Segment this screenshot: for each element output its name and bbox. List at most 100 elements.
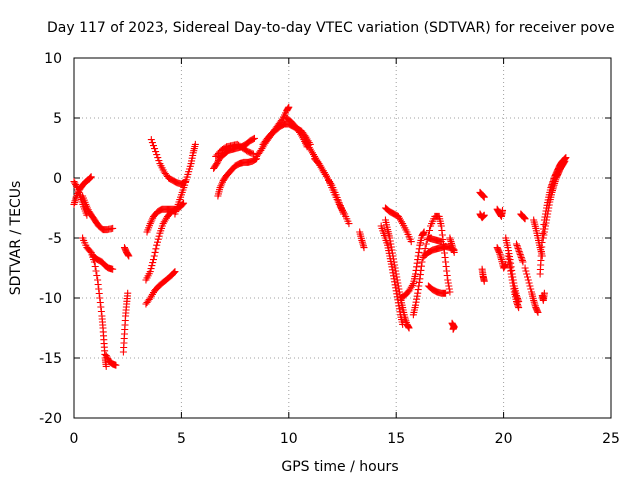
x-ticks	[73, 58, 612, 418]
data-point	[405, 324, 413, 332]
y-tick-label: -20	[39, 411, 62, 427]
data-point	[91, 263, 99, 270]
x-tick-labels: 0 5 10 15 20 25	[70, 431, 620, 447]
data-point	[112, 361, 120, 369]
x-tick-label: 10	[280, 431, 298, 447]
data-point	[515, 304, 523, 312]
data-point	[148, 139, 156, 147]
data-point	[153, 241, 161, 249]
data-point	[154, 235, 162, 243]
data-point	[71, 179, 79, 187]
data-point	[151, 248, 159, 256]
data-point	[399, 320, 407, 328]
data-point	[521, 215, 529, 223]
data-point	[152, 245, 160, 253]
data-point	[407, 238, 415, 246]
data-point	[421, 245, 429, 252]
data-point	[151, 145, 159, 153]
data-point	[450, 248, 458, 256]
data-point	[125, 252, 133, 260]
data-point	[147, 136, 155, 144]
data-point	[213, 160, 221, 168]
y-tick-label: -10	[39, 291, 62, 307]
data-point	[109, 224, 117, 232]
chart-title: Day 117 of 2023, Sidereal Day-to-day VTE…	[47, 20, 615, 36]
x-tick-label: 15	[387, 431, 405, 447]
data-point	[446, 288, 454, 296]
data-point	[345, 220, 353, 228]
data-point	[422, 240, 430, 248]
data-point	[418, 258, 426, 266]
data-point	[191, 140, 199, 148]
x-axis-label: GPS time / hours	[281, 459, 398, 475]
data-point	[153, 151, 161, 159]
data-point	[103, 353, 111, 361]
data-point	[480, 193, 488, 201]
data-point	[519, 258, 527, 266]
x-tick-label: 25	[602, 431, 620, 447]
data-point	[480, 277, 488, 285]
data-point	[109, 265, 117, 273]
data-point	[87, 173, 95, 181]
data-point	[152, 148, 160, 156]
data-point	[148, 262, 156, 270]
data-point	[534, 308, 542, 316]
data-points	[70, 103, 570, 370]
data-point	[72, 181, 80, 189]
y-ticks	[74, 57, 611, 419]
y-tick-label: 5	[53, 111, 62, 127]
x-tick-label: 0	[70, 431, 79, 447]
data-point	[92, 267, 100, 275]
data-point	[70, 178, 78, 186]
data-point	[149, 142, 157, 150]
data-point	[180, 199, 188, 207]
data-point	[480, 211, 488, 219]
data-point	[524, 276, 532, 284]
data-point	[249, 135, 257, 143]
data-point	[499, 206, 507, 214]
data-point	[523, 273, 531, 281]
data-point	[360, 244, 368, 252]
data-point	[562, 154, 570, 162]
data-point	[170, 269, 178, 276]
data-point	[86, 247, 94, 255]
data-point	[521, 264, 529, 272]
data-point	[425, 227, 433, 234]
data-point	[525, 279, 533, 287]
data-point	[442, 289, 450, 297]
data-point	[102, 352, 110, 360]
data-point	[561, 157, 569, 165]
data-point	[526, 282, 534, 290]
data-point	[285, 103, 293, 111]
y-axis-label: SDTVAR / TECUs	[8, 181, 24, 296]
data-point	[150, 252, 158, 260]
data-point	[124, 289, 132, 297]
data-point	[155, 232, 163, 240]
y-tick-label: -15	[39, 351, 62, 367]
y-tick-label: 0	[53, 171, 62, 187]
data-point	[248, 149, 256, 157]
data-point	[437, 238, 445, 246]
y-tick-label: -5	[48, 231, 62, 247]
data-point	[523, 270, 531, 278]
y-tick-labels: -20 -15 -10 -5 0 5 10	[39, 51, 62, 427]
data-point	[214, 158, 222, 166]
data-point	[102, 362, 110, 370]
data-point	[527, 285, 535, 293]
data-point	[449, 325, 457, 333]
grid	[74, 58, 611, 418]
data-point	[540, 289, 548, 297]
data-point	[522, 267, 530, 275]
data-point	[420, 228, 428, 236]
data-point	[155, 157, 163, 165]
data-point	[146, 268, 154, 276]
data-point	[154, 238, 162, 246]
data-point	[104, 355, 112, 363]
y-tick-label: 10	[44, 51, 62, 67]
data-point	[93, 272, 101, 279]
data-point	[149, 259, 157, 267]
data-point	[154, 154, 162, 162]
data-point	[149, 256, 157, 264]
data-point	[250, 134, 258, 142]
